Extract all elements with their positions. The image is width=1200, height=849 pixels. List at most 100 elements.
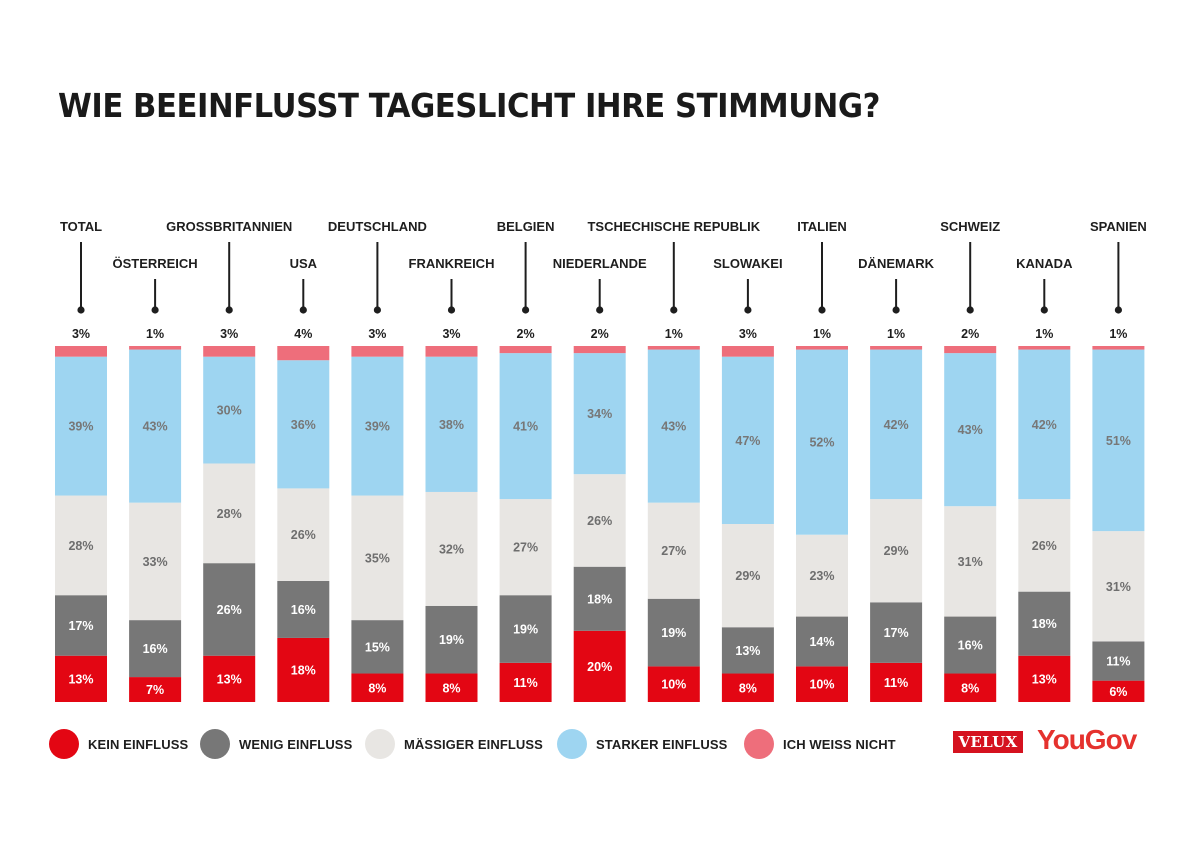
leader-dot — [299, 306, 307, 314]
chart-title: WIE BEEINFLUSST TAGESLICHT IHRE STIMMUNG… — [58, 86, 880, 125]
data-label-weissnicht: 2% — [517, 327, 535, 341]
category-label-total: TOTAL — [60, 219, 102, 234]
bar-segment-frankreich-wenig — [425, 605, 478, 674]
bar-segment-spanien-wenig — [1092, 641, 1145, 681]
category-label-tschechische-republik: TSCHECHISCHE REPUBLIK — [587, 219, 760, 234]
legend-swatch-kein — [49, 729, 79, 759]
bar-segment-schweiz-wenig — [944, 616, 997, 674]
bar-segment-usa-wenig — [277, 580, 330, 638]
bar-segment-niederlande-kein — [573, 630, 626, 702]
data-label-weissnicht: 1% — [813, 327, 831, 341]
bar-segment-italien-weissnicht — [796, 346, 848, 350]
bar-segment-daenemark-wenig — [870, 602, 923, 663]
data-label-weissnicht: 1% — [887, 327, 905, 341]
data-label-stark: 34% — [587, 407, 612, 421]
category-label-grossbritannien: GROSSBRITANNIEN — [166, 219, 292, 234]
bar-segment-total-maessig — [55, 495, 107, 596]
data-label-kein: 8% — [442, 681, 460, 695]
data-label-weissnicht: 2% — [961, 327, 979, 341]
bar-segment-slowakei-maessig — [721, 524, 774, 628]
data-label-stark: 42% — [884, 418, 909, 432]
category-label-frankreich: FRANKREICH — [409, 256, 495, 271]
data-label-weissnicht: 3% — [739, 327, 757, 341]
legend-swatch-wenig — [200, 729, 230, 759]
legend-item-kein-einfluss: KEIN EINFLUSS — [49, 728, 188, 760]
data-label-maessig: 31% — [1106, 580, 1131, 594]
bar-segment-kanada-kein — [1018, 655, 1071, 702]
bar-segment-daenemark-stark — [870, 349, 923, 500]
category-label-usa: USA — [290, 256, 318, 271]
bar-segment-kanada-wenig — [1018, 591, 1071, 656]
legend-swatch-stark — [557, 729, 587, 759]
bar-segment-slowakei-wenig — [721, 627, 774, 674]
category-label-oesterreich: ÖSTERREICH — [112, 256, 197, 271]
bar-segment-deutschland-maessig — [351, 495, 404, 621]
data-label-maessig: 28% — [217, 507, 242, 521]
legend-item-ich-weiss-nicht: ICH WEISS NICHT — [744, 728, 896, 760]
data-label-kein: 18% — [291, 663, 316, 677]
bar-segment-total-wenig — [55, 595, 107, 656]
bar-segment-frankreich-maessig — [425, 491, 478, 606]
legend-label: KEIN EINFLUSS — [88, 736, 189, 752]
data-label-kein: 11% — [884, 676, 908, 690]
data-label-maessig: 33% — [143, 555, 168, 569]
bar-segment-oesterreich-kein — [129, 677, 182, 702]
category-label-schweiz: SCHWEIZ — [940, 219, 1000, 234]
bar-segment-usa-kein — [277, 637, 330, 702]
bar-segment-kanada-maessig — [1018, 499, 1071, 592]
leader-dot — [522, 306, 530, 314]
data-label-kein: 13% — [217, 672, 242, 686]
bar-segment-belgien-maessig — [499, 499, 552, 596]
data-label-kein: 6% — [1109, 685, 1127, 699]
legend-item-maessiger-einfluss: MÄSSIGER EINFLUSS — [365, 728, 543, 760]
leader-dot — [77, 306, 85, 314]
bar-segment-grossbritannien-kein — [203, 655, 256, 702]
bar-segment-slowakei-stark — [721, 356, 774, 524]
legend-label: MÄSSIGER EINFLUSS — [404, 736, 543, 752]
bar-segment-italien-kein — [796, 666, 848, 702]
legend-swatch-maessig — [365, 729, 395, 759]
data-label-kein: 8% — [961, 681, 979, 695]
leader-dot — [596, 306, 604, 314]
bar-segment-usa-weissnicht — [277, 346, 330, 361]
data-label-stark: 43% — [143, 420, 168, 434]
bar-segment-belgien-kein — [499, 662, 552, 702]
data-label-wenig: 16% — [958, 639, 983, 653]
bar-segment-daenemark-kein — [870, 662, 923, 702]
legend-item-wenig-einfluss: WENIG EINFLUSS — [200, 728, 352, 760]
data-label-wenig: 11% — [1106, 655, 1130, 669]
bar-segment-daenemark-maessig — [870, 499, 923, 603]
data-label-weissnicht: 3% — [442, 327, 460, 341]
data-label-weissnicht: 3% — [220, 327, 238, 341]
bar-segment-oesterreich-weissnicht — [129, 346, 182, 350]
legend-swatch-weissnicht — [744, 729, 774, 759]
data-label-wenig: 13% — [735, 644, 760, 658]
data-label-stark: 30% — [217, 404, 242, 418]
bar-segment-deutschland-wenig — [351, 620, 404, 674]
leader-dot — [892, 306, 900, 314]
data-label-kein: 8% — [368, 681, 386, 695]
bar-segment-niederlande-maessig — [573, 474, 626, 567]
data-label-kein: 10% — [661, 678, 686, 692]
legend-item-starker-einfluss: STARKER EINFLUSS — [557, 728, 727, 760]
bar-segment-tschechische-republik-stark — [647, 349, 700, 503]
bar-segment-schweiz-maessig — [944, 506, 997, 617]
leader-dot — [447, 306, 456, 314]
data-label-wenig: 18% — [587, 592, 612, 606]
data-label-weissnicht: 4% — [294, 327, 312, 341]
bar-segment-spanien-kein — [1092, 680, 1145, 702]
velux-logo: VELUX — [953, 731, 1023, 753]
data-label-wenig: 19% — [661, 626, 686, 640]
bar-segment-frankreich-kein — [425, 673, 478, 702]
data-label-maessig: 23% — [809, 569, 834, 583]
data-label-stark: 36% — [291, 418, 316, 432]
bar-segment-oesterreich-stark — [129, 349, 182, 503]
bar-segment-italien-stark — [796, 349, 848, 535]
data-label-stark: 41% — [513, 420, 538, 434]
data-label-maessig: 35% — [365, 551, 390, 565]
bar-segment-tschechische-republik-weissnicht — [647, 346, 700, 350]
data-label-weissnicht: 1% — [1035, 327, 1053, 341]
bar-segment-belgien-wenig — [499, 595, 552, 663]
category-label-daenemark: DÄNEMARK — [858, 256, 934, 271]
